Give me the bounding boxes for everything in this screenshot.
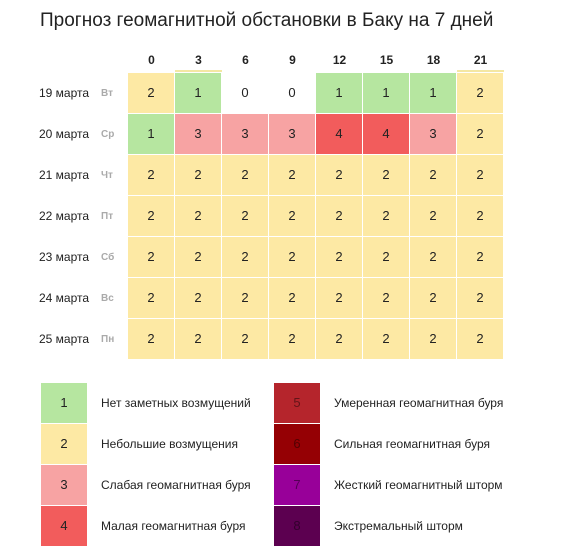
row-date: 23 марта (39, 250, 90, 264)
forecast-cell: 0 (269, 73, 315, 113)
legend-label: Экстремальный шторм (334, 519, 463, 533)
row-date: 22 марта (39, 209, 90, 223)
legend-label: Нет заметных возмущений (101, 396, 251, 410)
forecast-cell: 2 (175, 278, 221, 318)
forecast-cell: 2 (269, 237, 315, 277)
forecast-cell: 2 (363, 319, 409, 359)
forecast-cell: 2 (175, 196, 221, 236)
row-weekday: Пт (101, 211, 114, 222)
forecast-cell: 3 (175, 114, 221, 154)
forecast-cell: 2 (269, 319, 315, 359)
forecast-cell: 2 (457, 73, 503, 113)
forecast-cell: 2 (269, 278, 315, 318)
forecast-cell: 2 (128, 196, 174, 236)
forecast-cell: 2 (363, 196, 409, 236)
hour-header: 0 (148, 53, 155, 67)
legend-swatch: 7 (274, 465, 320, 505)
forecast-cell: 2 (410, 319, 456, 359)
hour-header: 3 (175, 53, 222, 72)
page-title: Прогноз геомагнитной обстановки в Баку н… (40, 10, 494, 31)
forecast-cell: 1 (410, 73, 456, 113)
legend-label: Небольшие возмущения (101, 437, 238, 451)
forecast-cell: 3 (269, 114, 315, 154)
forecast-cell: 2 (316, 237, 362, 277)
legend-swatch: 5 (274, 383, 320, 423)
forecast-cell: 2 (363, 155, 409, 195)
legend-label: Жесткий геомагнитный шторм (334, 478, 503, 492)
forecast-cell: 2 (175, 319, 221, 359)
forecast-cell: 2 (410, 155, 456, 195)
row-date: 25 марта (39, 332, 90, 346)
forecast-cell: 2 (222, 237, 268, 277)
legend-label: Малая геомагнитная буря (101, 519, 246, 533)
forecast-cell: 1 (316, 73, 362, 113)
forecast-cell: 2 (316, 319, 362, 359)
forecast-cell: 2 (363, 237, 409, 277)
legend-swatch: 6 (274, 424, 320, 464)
row-weekday: Ср (101, 129, 115, 140)
forecast-cell: 2 (222, 278, 268, 318)
row-date: 21 марта (39, 168, 90, 182)
forecast-cell: 2 (269, 196, 315, 236)
hour-header: 12 (332, 53, 347, 67)
row-date: 20 марта (39, 127, 90, 141)
forecast-cell: 2 (128, 237, 174, 277)
forecast-cell: 2 (222, 196, 268, 236)
forecast-cell: 2 (175, 237, 221, 277)
forecast-cell: 2 (128, 155, 174, 195)
forecast-cell: 4 (363, 114, 409, 154)
hour-header: 18 (426, 53, 441, 67)
forecast-cell: 2 (457, 278, 503, 318)
row-weekday: Вс (101, 293, 114, 304)
hour-header: 6 (242, 53, 249, 67)
row-date: 24 марта (39, 291, 90, 305)
forecast-cell: 1 (363, 73, 409, 113)
forecast-cell: 0 (222, 73, 268, 113)
hour-header: 9 (289, 53, 296, 67)
forecast-cell: 2 (128, 319, 174, 359)
forecast-cell: 2 (457, 237, 503, 277)
hour-header: 21 (457, 53, 504, 72)
legend-swatch: 3 (41, 465, 87, 505)
forecast-cell: 2 (128, 73, 174, 113)
forecast-cell: 4 (316, 114, 362, 154)
forecast-cell: 2 (410, 278, 456, 318)
forecast-cell: 2 (316, 196, 362, 236)
forecast-cell: 2 (457, 319, 503, 359)
forecast-cell: 1 (128, 114, 174, 154)
forecast-cell: 2 (410, 196, 456, 236)
forecast-cell: 2 (316, 155, 362, 195)
forecast-cell: 2 (175, 155, 221, 195)
legend-swatch: 4 (41, 506, 87, 546)
legend-swatch: 8 (274, 506, 320, 546)
forecast-cell: 2 (457, 114, 503, 154)
forecast-cell: 2 (128, 278, 174, 318)
forecast-cell: 2 (457, 196, 503, 236)
forecast-cell: 2 (269, 155, 315, 195)
forecast-cell: 2 (363, 278, 409, 318)
legend-label: Сильная геомагнитная буря (334, 437, 490, 451)
forecast-cell: 1 (175, 73, 221, 113)
forecast-cell: 2 (457, 155, 503, 195)
row-weekday: Пн (101, 334, 115, 345)
forecast-cell: 2 (410, 237, 456, 277)
forecast-cell: 3 (222, 114, 268, 154)
forecast-cell: 2 (222, 155, 268, 195)
forecast-cell: 3 (410, 114, 456, 154)
hour-header: 15 (379, 53, 394, 67)
row-weekday: Чт (101, 170, 113, 181)
legend-swatch: 1 (41, 383, 87, 423)
legend-label: Умеренная геомагнитная буря (334, 396, 504, 410)
legend-label: Слабая геомагнитная буря (101, 478, 251, 492)
row-date: 19 марта (39, 86, 90, 100)
row-weekday: Сб (101, 252, 115, 263)
forecast-cell: 2 (316, 278, 362, 318)
row-weekday: Вт (101, 88, 113, 99)
legend-swatch: 2 (41, 424, 87, 464)
forecast-cell: 2 (222, 319, 268, 359)
